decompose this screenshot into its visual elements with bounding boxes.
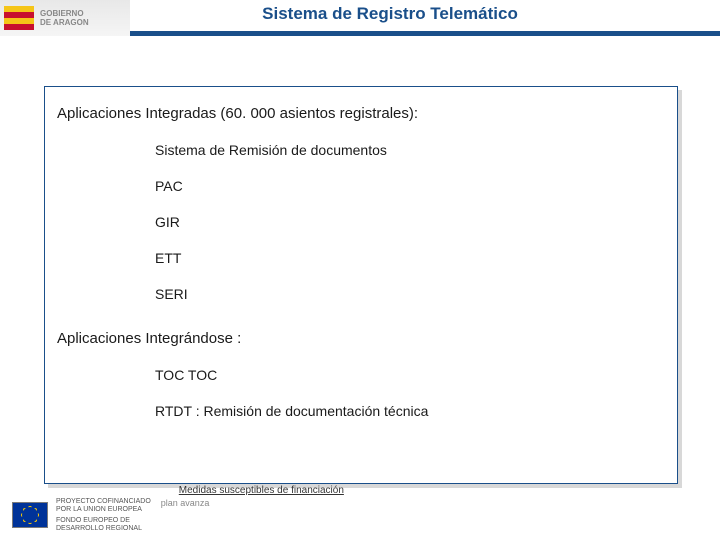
aragon-flag-icon bbox=[4, 6, 34, 30]
eu-line4: DESARROLLO REGIONAL bbox=[56, 525, 151, 533]
list-item: TOC TOC bbox=[155, 367, 677, 383]
eu-line3: FONDO EUROPEO DE bbox=[56, 517, 151, 525]
gov-logo: GOBIERNO DE ARAGON bbox=[0, 0, 130, 36]
eu-cofinance-text: PROYECTO COFINANCIADO POR LA UNION EUROP… bbox=[56, 498, 151, 533]
list-item: Sistema de Remisión de documentos bbox=[155, 142, 677, 158]
footer: PROYECTO COFINANCIADO POR LA UNION EUROP… bbox=[0, 490, 720, 540]
list-item: SERI bbox=[155, 286, 677, 302]
gov-logo-text: GOBIERNO DE ARAGON bbox=[40, 9, 89, 27]
item-label: TOC TOC bbox=[155, 367, 217, 383]
eu-line2: POR LA UNION EUROPEA bbox=[56, 506, 151, 514]
plan-avanza-logo: plan avanza bbox=[161, 498, 344, 508]
eu-flag-icon bbox=[12, 502, 48, 528]
list-item: GIR bbox=[155, 214, 677, 230]
section1-heading: Aplicaciones Integradas (60. 000 asiento… bbox=[57, 105, 677, 122]
content-box: Aplicaciones Integradas (60. 000 asiento… bbox=[44, 86, 678, 484]
item-desc: : Remisión de documentación técnica bbox=[192, 403, 429, 419]
financing-link[interactable]: Medidas susceptibles de financiación bbox=[179, 485, 344, 496]
page-title: Sistema de Registro Telemático bbox=[262, 4, 518, 24]
gov-logo-line2: DE ARAGON bbox=[40, 18, 89, 27]
gov-logo-line1: GOBIERNO bbox=[40, 9, 89, 18]
list-item: ETT bbox=[155, 250, 677, 266]
item-label: RTDT bbox=[155, 403, 192, 419]
list-item: PAC bbox=[155, 178, 677, 194]
header: Sistema de Registro Telemático GOBIERNO … bbox=[0, 0, 720, 36]
list-item: RTDT : Remisión de documentación técnica bbox=[155, 403, 677, 419]
section2-heading: Aplicaciones Integrándose : bbox=[57, 330, 677, 347]
eu-line1: PROYECTO COFINANCIADO bbox=[56, 498, 151, 506]
